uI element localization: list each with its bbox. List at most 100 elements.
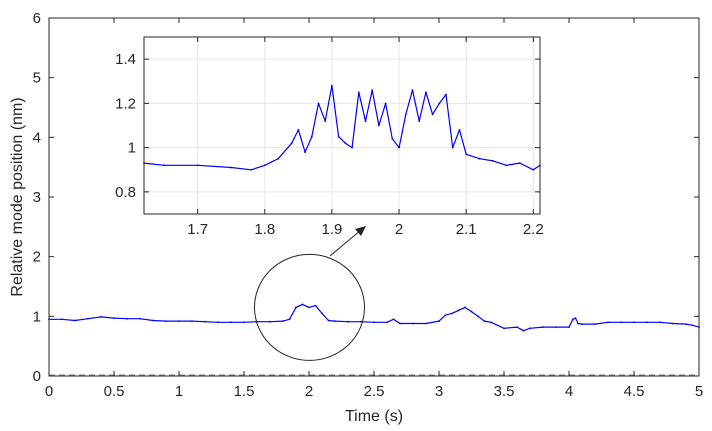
main-data-point xyxy=(230,321,232,324)
main-x-tick-label: 1.5 xyxy=(234,383,255,400)
inset-data-point xyxy=(163,164,166,167)
main-y-ticks: 0 1 2 3 4 5 6 xyxy=(33,10,699,385)
main-data-point xyxy=(470,310,473,313)
main-data-point xyxy=(301,303,304,306)
main-y-tick-label: 5 xyxy=(33,70,41,87)
main-data-point xyxy=(321,312,323,315)
inset-data-point xyxy=(324,120,327,122)
inset-data-point xyxy=(445,93,447,96)
main-data-point xyxy=(360,320,362,323)
main-data-point xyxy=(386,321,388,324)
inset-data-point xyxy=(351,146,353,149)
main-data-point xyxy=(672,322,674,325)
zoom-arrow xyxy=(329,229,362,257)
main-data-point xyxy=(126,317,128,320)
inset-data-point xyxy=(290,142,293,145)
inset-x-tick-label: 2 xyxy=(395,221,403,238)
inset-x-tick-label: 1.7 xyxy=(187,221,208,238)
x-axis-title: Time (s) xyxy=(345,408,403,425)
main-x-tick-label: 2.5 xyxy=(364,383,385,400)
y-axis-title: Relative mode position (nm) xyxy=(9,97,26,296)
main-data-point xyxy=(457,309,460,312)
inset-grid xyxy=(144,37,540,214)
main-data-point xyxy=(191,320,193,322)
main-data-point xyxy=(282,320,284,322)
main-data-point xyxy=(373,321,375,324)
main-data-point xyxy=(572,318,574,321)
main-y-tick-label: 0 xyxy=(33,368,41,385)
inset-data-point xyxy=(425,91,427,94)
inset-data-point xyxy=(404,113,407,116)
main-data-point xyxy=(113,317,115,319)
main-data-point xyxy=(204,320,206,323)
main-x-ticks: 0 0.5 1 1.5 2 2.5 3 3.5 4 4.5 5 xyxy=(45,18,703,400)
main-data-point xyxy=(61,318,63,321)
main-data-point xyxy=(217,321,219,324)
main-data-point xyxy=(633,321,635,324)
main-y-tick-label: 6 xyxy=(33,10,41,27)
inset-data-point xyxy=(357,91,360,94)
inset-y-tick-label: 1 xyxy=(128,140,136,157)
inset-data-point xyxy=(277,157,280,160)
main-data-point xyxy=(139,317,141,320)
main-data-point xyxy=(568,326,570,328)
main-data-point xyxy=(522,329,525,332)
main-y-tick-label: 4 xyxy=(33,129,41,146)
inset-data-point xyxy=(384,102,387,105)
main-data-point xyxy=(87,317,89,320)
inset-y-tick-label: 1.2 xyxy=(115,95,136,112)
main-data-point xyxy=(659,321,661,324)
inset-data-point xyxy=(492,160,494,162)
zoom-arrowhead xyxy=(355,226,366,236)
main-data-point xyxy=(288,318,291,321)
main-data-point xyxy=(412,322,414,325)
main-data-point xyxy=(444,314,447,316)
inset-data-point xyxy=(331,84,333,87)
main-data-point xyxy=(425,322,427,325)
inset-axes-frame xyxy=(143,36,541,215)
main-data-point xyxy=(542,326,544,328)
inset-data-point xyxy=(438,102,441,105)
main-x-tick-label: 4.5 xyxy=(624,383,645,400)
main-data-point xyxy=(399,322,401,325)
main-data-point xyxy=(152,319,154,322)
main-x-tick-label: 3.5 xyxy=(494,383,515,400)
main-data-point xyxy=(581,323,583,325)
main-data-point xyxy=(646,321,648,324)
main-data-point xyxy=(529,327,531,330)
main-data-point xyxy=(620,321,622,324)
inset-y-tick-label: 1.4 xyxy=(115,51,136,68)
main-data-point xyxy=(243,321,245,324)
main-data-point xyxy=(490,321,492,324)
inset-data-point xyxy=(391,137,394,140)
inset-data-point xyxy=(431,113,434,116)
inset-data-point xyxy=(378,124,380,127)
inset-data-point xyxy=(418,120,421,122)
main-x-tick-label: 1 xyxy=(175,383,183,400)
inset-data-point xyxy=(344,142,347,145)
inset-data-point xyxy=(519,162,521,165)
main-data-point xyxy=(438,320,440,322)
main-data-point xyxy=(607,321,609,324)
inset-data-point xyxy=(230,166,233,169)
main-data-point xyxy=(685,323,687,325)
inset-data-point xyxy=(532,168,535,171)
main-data-point xyxy=(577,322,579,325)
main-x-tick-label: 3 xyxy=(435,383,443,400)
inset-data-point xyxy=(458,129,461,131)
inset-data-point xyxy=(411,89,414,91)
main-data-point xyxy=(295,306,297,309)
inset-x-tick-label: 1.9 xyxy=(322,221,343,238)
main-data-point xyxy=(327,319,330,322)
inset-y-ticks: 0.8 1 1.2 1.4 xyxy=(115,51,540,201)
main-x-tick-label: 4 xyxy=(565,383,573,400)
main-data-point xyxy=(555,326,557,328)
inset-x-ticks: 1.7 1.8 1.9 2 2.1 2.2 xyxy=(187,37,544,238)
inset-data-point xyxy=(364,120,367,122)
main-data-point xyxy=(483,320,486,322)
main-y-tick-label: 1 xyxy=(33,308,41,325)
inset-data-point xyxy=(317,102,320,105)
main-data-point xyxy=(574,317,577,319)
main-data-point xyxy=(347,320,349,323)
main-data-point xyxy=(503,327,505,330)
